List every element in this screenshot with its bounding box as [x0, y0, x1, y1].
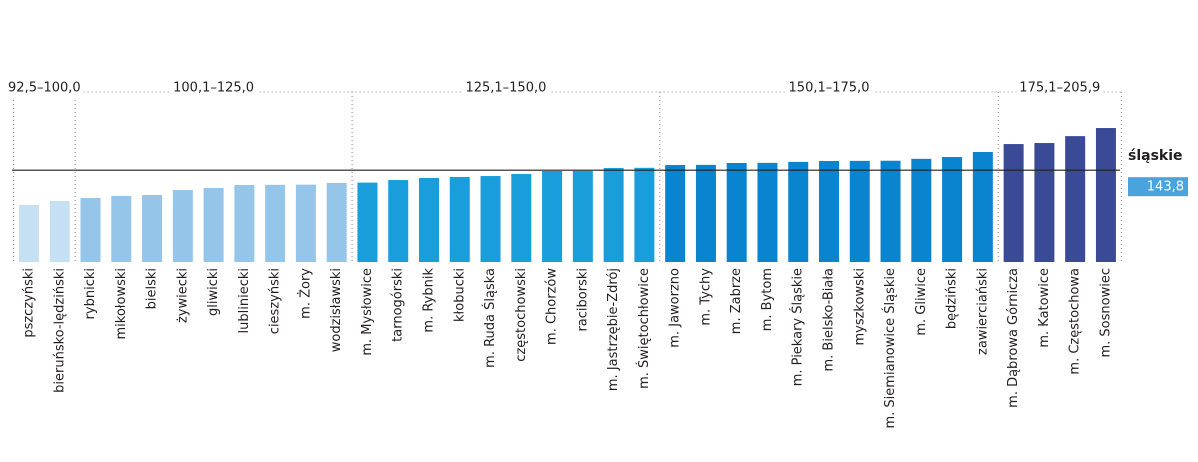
x-tick-label: m. Tychy: [698, 268, 713, 326]
x-tick-label: m. Katowice: [1037, 268, 1052, 348]
x-tick-label: częstochowski: [514, 268, 529, 362]
bar: [1096, 128, 1116, 262]
bar: [727, 163, 747, 262]
bar: [388, 180, 408, 262]
group-label: 175,1–205,9: [1019, 81, 1100, 96]
x-tick-label: pszczyński: [21, 268, 36, 338]
bar: [265, 185, 285, 262]
x-tick-label: będziński: [945, 268, 960, 329]
bar: [757, 163, 777, 262]
bar: [788, 162, 808, 262]
group-label: 100,1–125,0: [173, 81, 254, 96]
reference-label: śląskie: [1128, 148, 1183, 164]
bar: [234, 185, 254, 262]
x-tick-label: bieruńsko-lędziński: [52, 268, 67, 393]
bar: [296, 185, 316, 262]
x-tick-label: m. Bielsko-Biała: [822, 268, 837, 372]
bar: [634, 168, 654, 262]
x-tick-label: m. Sosnowiec: [1098, 268, 1113, 358]
bar: [881, 161, 901, 262]
bar: [450, 177, 470, 262]
bar: [111, 196, 131, 262]
x-tick-label: m. Dąbrowa Górnicza: [1006, 268, 1021, 408]
bar: [665, 165, 685, 262]
x-tick-label: rybnicki: [83, 268, 98, 319]
bar: [850, 161, 870, 262]
bar: [511, 174, 531, 262]
x-tick-label: m. Rybnik: [421, 268, 436, 333]
x-tick-label: m. Siemianowice Śląskie: [882, 268, 898, 429]
bar: [419, 178, 439, 262]
x-tick-label: m. Chorzów: [545, 268, 560, 345]
bar: [942, 157, 962, 262]
group-label: 92,5–100,0: [8, 81, 81, 96]
x-tick-label: m. Ruda Śląska: [482, 268, 498, 368]
x-tick-label: żywiecki: [175, 268, 190, 323]
reference-value: 143,8: [1147, 180, 1184, 195]
x-tick-label: m. Żory: [297, 268, 313, 319]
x-tick-label: m. Zabrze: [729, 268, 744, 334]
bar: [911, 159, 931, 262]
x-tick-label: lubliniecki: [237, 268, 252, 333]
x-tick-label: myszkowski: [852, 268, 867, 346]
x-tick-label: m. Gliwice: [914, 268, 929, 336]
bar: [142, 195, 162, 262]
bar: [1034, 143, 1054, 262]
x-tick-label: m. Bytom: [760, 268, 775, 331]
bar: [542, 171, 562, 262]
group-label: 125,1–150,0: [465, 81, 546, 96]
x-tick-label: m. Mysłowice: [360, 268, 375, 356]
x-tick-label: m. Świętochłowice: [636, 268, 652, 389]
x-tick-label: tarnogórski: [391, 268, 406, 342]
bar: [50, 201, 70, 262]
group-label: 150,1–175,0: [789, 81, 870, 96]
bar: [1004, 144, 1024, 262]
x-tick-label: m. Jaworzno: [668, 268, 683, 348]
bar: [204, 188, 224, 262]
x-tick-label: mikołowski: [114, 268, 129, 340]
x-tick-label: m. Częstochowa: [1068, 268, 1083, 375]
bar: [327, 183, 347, 262]
x-tick-label: wodzisławski: [329, 268, 344, 352]
x-tick-label: bielski: [145, 268, 160, 309]
x-tick-label: kłobucki: [452, 268, 467, 322]
bar: [357, 183, 377, 262]
bar: [819, 161, 839, 262]
bar: [481, 176, 501, 262]
x-tick-label: m. Jastrzębie-Zdrój: [606, 268, 621, 391]
bar: [696, 165, 716, 262]
x-tick-label: gliwicki: [206, 268, 221, 316]
bar: [573, 171, 593, 262]
x-tick-label: cieszyński: [268, 268, 283, 334]
bar: [81, 198, 101, 262]
x-tick-label: m. Piekary Śląskie: [790, 268, 806, 386]
bar: [973, 152, 993, 262]
bar: [19, 205, 39, 262]
bar: [1065, 136, 1085, 262]
chart: pszczyński bieruńsko-lędziński rybnicki mik…: [0, 0, 1198, 462]
bar: [604, 168, 624, 262]
bar: [173, 190, 193, 262]
x-tick-label: zawierciański: [975, 268, 990, 355]
x-tick-label: raciborski: [575, 268, 590, 332]
